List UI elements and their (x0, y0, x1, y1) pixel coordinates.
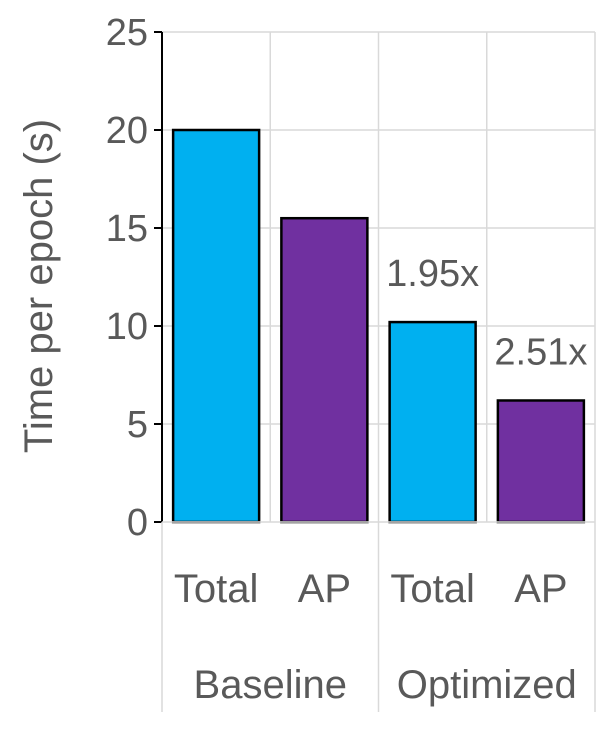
y-tick-label: 20 (106, 110, 148, 152)
x-category-label: AP (514, 567, 567, 611)
x-category-label: Total (174, 567, 259, 611)
bar-annotation: 2.51x (494, 331, 587, 373)
bar (171, 128, 261, 524)
labels: 0 5 10 15 20 25 Total AP Total 1.95x AP 2.51x Baseli… (106, 12, 588, 707)
y-tick-label: 15 (106, 208, 148, 250)
bar-annotation: 1.95x (386, 253, 479, 295)
y-axis-label: Time per epoch (s) (17, 119, 61, 453)
bar (496, 399, 586, 524)
y-tick-label: 0 (127, 502, 148, 544)
bar (388, 320, 477, 524)
x-category-label: Total (390, 567, 475, 611)
y-tick-label: 25 (106, 12, 148, 54)
y-tick-label: 5 (127, 404, 148, 446)
bars (171, 128, 586, 524)
x-group-label: Optimized (397, 663, 577, 707)
bar (280, 216, 369, 524)
x-category-label: AP (298, 567, 351, 611)
x-group-label: Baseline (194, 663, 347, 707)
y-tick-label: 10 (106, 306, 148, 348)
axes (154, 31, 596, 712)
